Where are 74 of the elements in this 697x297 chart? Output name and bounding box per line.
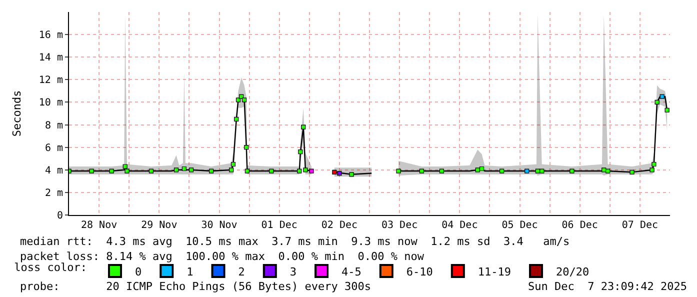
point — [419, 168, 424, 174]
y-tick-label: 4 m — [44, 165, 63, 176]
x-tick-label: 30 Nov — [201, 220, 238, 231]
point — [124, 168, 130, 174]
text: Sun Dec 7 23:09:42 2025 — [528, 280, 687, 293]
point — [244, 145, 249, 150]
legend-label: 4-5 — [342, 265, 362, 278]
point — [229, 168, 234, 172]
y-tick-label: 16 m — [38, 30, 63, 42]
point — [654, 100, 660, 105]
point — [234, 116, 239, 122]
point — [236, 98, 241, 102]
legend-label: 11-19 — [478, 265, 512, 278]
point — [244, 168, 250, 174]
point — [660, 94, 664, 99]
point — [664, 108, 670, 112]
point — [332, 170, 337, 174]
legend-label: 6-10 — [406, 265, 433, 278]
x-tick-label: 03 Dec — [381, 220, 418, 231]
y-tick-label: 12 m — [38, 75, 63, 86]
y-tick-label: 14 m — [38, 52, 63, 64]
point — [242, 98, 247, 102]
point — [109, 168, 114, 174]
point — [650, 168, 654, 172]
point — [122, 164, 128, 169]
legend-label: 2 — [238, 265, 245, 278]
point — [188, 168, 194, 172]
point — [174, 168, 179, 172]
y-tick-label: 6 m — [44, 142, 63, 154]
legend-label: 20/20 — [556, 265, 590, 278]
point — [269, 168, 274, 174]
point — [303, 168, 308, 172]
x-tick-label: 05 Dec — [502, 220, 538, 231]
point — [301, 124, 306, 130]
point — [439, 168, 444, 174]
point — [500, 168, 504, 174]
point — [606, 168, 610, 174]
point — [209, 168, 214, 174]
text: probe: 20 ICMP Echo Pings (56 Bytes) every 300s — [20, 280, 371, 293]
legend-label: 0 — [135, 265, 142, 278]
x-tick-label: 07 Dec — [622, 220, 658, 231]
text: median rtt: 4.3 ms avg 10.5 ms max 3.7 ms min 9.3 ms now 1.2 ms sd 3.4 am/s — [20, 235, 570, 248]
point — [630, 170, 634, 174]
point — [182, 166, 186, 172]
point — [148, 168, 154, 174]
x-tick-label: 04 Dec — [442, 220, 478, 231]
text: packet loss: 8.14 % avg 100.00 % max 0.00 % min 0.00 % now — [20, 250, 424, 263]
point — [570, 168, 574, 174]
point — [479, 166, 484, 172]
point — [524, 168, 530, 174]
point — [298, 150, 303, 154]
x-tick-label: 02 Dec — [321, 220, 358, 231]
legend-label: 3 — [290, 265, 297, 278]
point — [230, 162, 236, 167]
y-tick-label: 8 m — [44, 120, 63, 132]
point — [396, 168, 401, 174]
point — [652, 162, 656, 167]
x-tick-label: 01 Dec — [261, 220, 298, 231]
y-axis-title: Seconds — [10, 90, 24, 137]
y-tick-label: 0 — [56, 210, 63, 222]
x-tick-label: 28 Nov — [80, 220, 118, 231]
legend-label: 1 — [186, 265, 194, 278]
x-tick-label: 29 Nov — [141, 220, 178, 231]
point — [349, 172, 354, 177]
point — [89, 168, 94, 174]
point — [540, 168, 544, 174]
x-tick-label: 06 Dec — [562, 220, 598, 231]
y-tick-label: 10 m — [38, 98, 63, 109]
y-tick-label: 2 m — [44, 188, 63, 199]
point — [309, 168, 314, 174]
point — [297, 168, 302, 174]
point — [337, 170, 342, 176]
legend-title: loss color: — [14, 260, 88, 274]
point — [535, 168, 540, 174]
